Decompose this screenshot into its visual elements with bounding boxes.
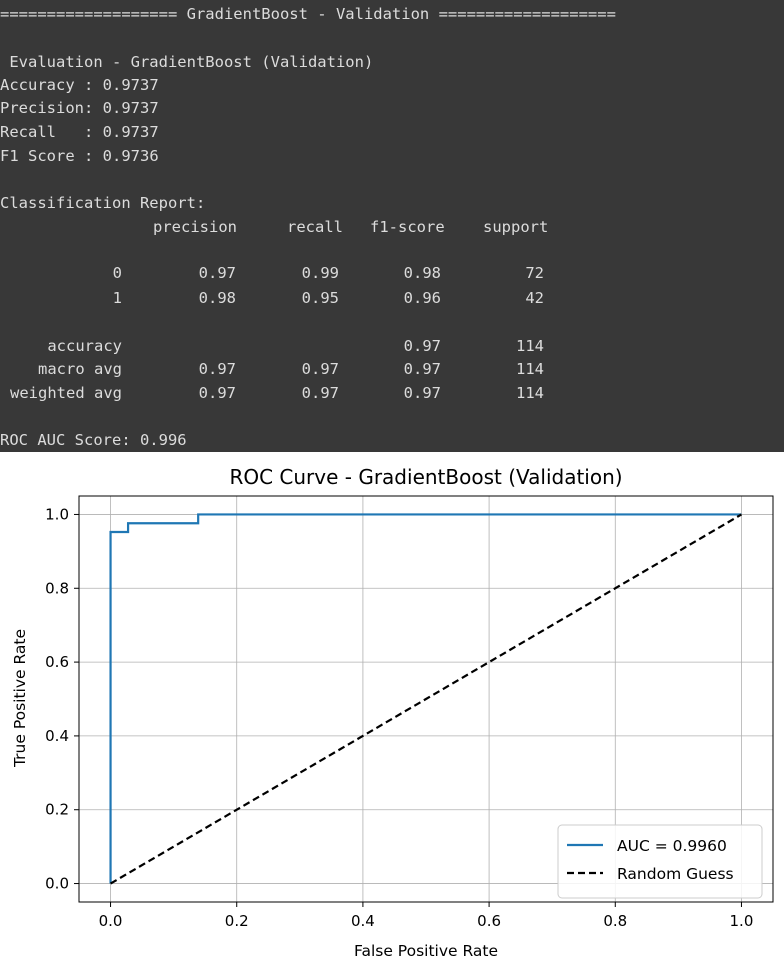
y-tick-label: 0.8 [45,579,69,597]
metric-accuracy: Accuracy : 0.9737 [0,74,159,97]
report-header-precision: precision [153,218,237,236]
report-title: Classification Report: [0,194,206,212]
cell-recall: 0.97 [301,384,339,402]
metric-recall: Recall : 0.9737 [0,121,159,144]
legend-label-random: Random Guess [617,865,734,883]
report-header-recall: recall [287,218,343,236]
metric-value: 0.9737 [102,123,159,141]
y-tick-label: 0.2 [45,801,69,819]
cell-recall: 0.99 [301,264,339,282]
row-label: accuracy [47,337,122,355]
y-axis-label: True Positive Rate [11,629,29,768]
y-tick-label: 1.0 [45,505,69,523]
cell-precision: 0.97 [198,264,236,282]
metric-label: Recall : [0,123,94,141]
legend-box [557,824,763,899]
y-tick-label: 0.4 [45,727,69,745]
ticks: 0.0 0.2 0.4 0.6 0.8 1.0 0.0 0.2 0.4 0.6 0.8 1.0 [45,505,753,930]
section-header: =================== GradientBoost - Vali… [0,5,616,23]
cell-f1: 0.97 [403,384,441,402]
x-tick-label: 0.6 [477,912,501,930]
row-label: macro avg [38,360,122,378]
cell-support: 42 [525,289,544,307]
metric-precision: Precision: 0.9737 [0,97,159,120]
row-label: 1 [112,289,122,307]
cell-precision [140,335,236,358]
cell-recall: 0.97 [301,360,339,378]
roc-curve-line [109,513,742,884]
roc-chart: 0.0 0.2 0.4 0.6 0.8 1.0 0.0 0.2 0.4 0.6 0.8 1.0 ROC… [0,452,784,967]
cell-support: 114 [516,360,544,378]
x-axis-label: False Positive Rate [354,942,498,960]
cell-f1: 0.98 [403,264,441,282]
cell-f1: 0.96 [403,289,441,307]
evaluation-title: Evaluation - GradientBoost (Validation) [0,53,374,71]
axes-frame [78,495,774,903]
metric-f1: F1 Score : 0.9736 [0,145,159,168]
chart-title: ROC Curve - GradientBoost (Validation) [229,465,622,489]
x-tick-label: 0.0 [99,912,123,930]
cell-precision: 0.97 [198,384,236,402]
metric-value: 0.9737 [102,99,159,117]
cell-precision: 0.98 [198,289,236,307]
cell-recall: 0.95 [301,289,339,307]
series-layer [109,513,743,885]
report-header-support: support [483,218,549,236]
metric-label: Accuracy : [0,76,94,94]
x-tick-label: 0.4 [351,912,375,930]
cell-support: 72 [525,264,544,282]
roc-chart-svg: 0.0 0.2 0.4 0.6 0.8 1.0 0.0 0.2 0.4 0.6 0.8 1.0 ROC… [11,465,774,960]
cell-f1: 0.97 [403,337,441,355]
roc-auc-line: ROC AUC Score: 0.996 [0,431,187,449]
cell-f1: 0.97 [403,360,441,378]
legend-label-auc: AUC = 0.9960 [617,837,727,855]
x-tick-label: 0.8 [603,912,627,930]
row-label: 0 [112,264,122,282]
x-tick-label: 0.2 [225,912,249,930]
metric-value: 0.9736 [102,147,159,165]
cell-support: 114 [516,384,544,402]
y-tick-label: 0.6 [45,653,69,671]
x-tick-label: 1.0 [730,912,754,930]
metric-value: 0.9737 [102,76,159,94]
cell-recall [243,335,339,358]
metric-label: F1 Score : [0,147,94,165]
row-label: weighted avg [10,384,122,402]
report-header-f1: f1-score [370,218,445,236]
cell-precision: 0.97 [198,360,236,378]
legend: AUC = 0.9960 Random Guess [557,824,763,899]
y-tick-label: 0.0 [45,875,69,893]
console-output: =================== GradientBoost - Vali… [0,0,784,452]
metric-label: Precision: [0,99,94,117]
random-guess-line [109,513,743,885]
cell-support: 114 [516,337,544,355]
